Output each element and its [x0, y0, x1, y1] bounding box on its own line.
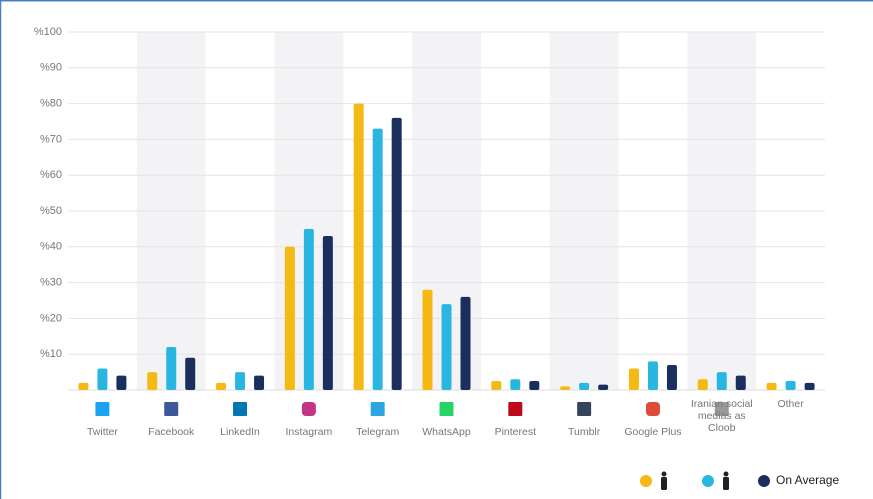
- bar: [116, 375, 127, 390]
- y-tick-label: %50: [40, 205, 62, 217]
- x-tick-label: Pinterest: [494, 426, 537, 438]
- bar: [391, 117, 402, 391]
- bar: [353, 103, 364, 390]
- y-tick-label: %90: [40, 62, 62, 74]
- bar: [303, 228, 314, 390]
- bar: [322, 236, 333, 390]
- y-tick-label: %30: [40, 277, 62, 289]
- bar: [372, 128, 383, 390]
- category-icon: [233, 402, 248, 416]
- x-tick-label: Instagram: [285, 426, 333, 438]
- x-tick-label: WhatsApp: [422, 426, 471, 438]
- bar: [284, 246, 295, 390]
- bar: [647, 361, 658, 390]
- bar: [785, 381, 796, 390]
- bar: [166, 347, 177, 390]
- legend-icon: [661, 477, 667, 490]
- bar: [254, 375, 265, 390]
- y-tick-label: %20: [40, 312, 62, 324]
- bar: [147, 372, 158, 390]
- bar: [216, 382, 227, 390]
- bar: [804, 382, 815, 390]
- bar: [766, 382, 777, 390]
- x-tick-label: Other: [777, 398, 804, 410]
- bar: [235, 372, 246, 390]
- bar: [78, 382, 89, 390]
- category-icon: [714, 402, 729, 416]
- legend-icon: [661, 471, 667, 477]
- y-tick-label: %70: [40, 133, 62, 145]
- bar: [422, 289, 433, 390]
- bar: [460, 296, 471, 390]
- bar: [598, 384, 609, 390]
- bar: [441, 304, 452, 390]
- x-tick-label: Facebook: [148, 426, 195, 438]
- x-tick-label: Telegram: [356, 426, 400, 438]
- legend-label: On Average: [776, 473, 839, 487]
- x-tick-label: Iranian social medias as Cloob: [690, 398, 753, 434]
- y-tick-label: %10: [40, 348, 62, 360]
- legend-swatch: [640, 475, 652, 487]
- x-tick-label: LinkedIn: [220, 426, 260, 438]
- bar: [666, 364, 677, 390]
- y-tick-label: %60: [40, 169, 62, 181]
- x-tick-label: Tumblr: [567, 426, 601, 438]
- legend-icon: [723, 477, 729, 490]
- x-tick-label: Twitter: [86, 426, 118, 438]
- category-icon: [164, 402, 179, 416]
- legend-swatch: [758, 475, 770, 487]
- bar: [628, 368, 639, 390]
- bar: [716, 372, 727, 390]
- bar: [491, 381, 502, 390]
- y-tick-label: %80: [40, 98, 62, 110]
- category-icon: [301, 402, 316, 416]
- bar: [560, 386, 571, 390]
- category-icon: [95, 402, 110, 416]
- y-tick-label: %40: [40, 241, 62, 253]
- bar: [529, 381, 540, 390]
- category-icon: [577, 402, 592, 416]
- legend: On Average: [640, 471, 839, 490]
- bar: [579, 382, 590, 390]
- legend-swatch: [702, 475, 714, 487]
- bar: [97, 368, 108, 390]
- x-tick-label: Google Plus: [624, 426, 682, 438]
- category-icon: [370, 402, 385, 416]
- bar: [510, 379, 521, 390]
- y-tick-label: %100: [34, 26, 62, 38]
- legend-icon: [723, 471, 729, 477]
- category-icon: [508, 402, 523, 416]
- bar: [185, 357, 196, 390]
- bar: [697, 379, 708, 390]
- category-icon: [645, 402, 660, 416]
- bar: [735, 375, 746, 390]
- category-icon: [439, 402, 454, 416]
